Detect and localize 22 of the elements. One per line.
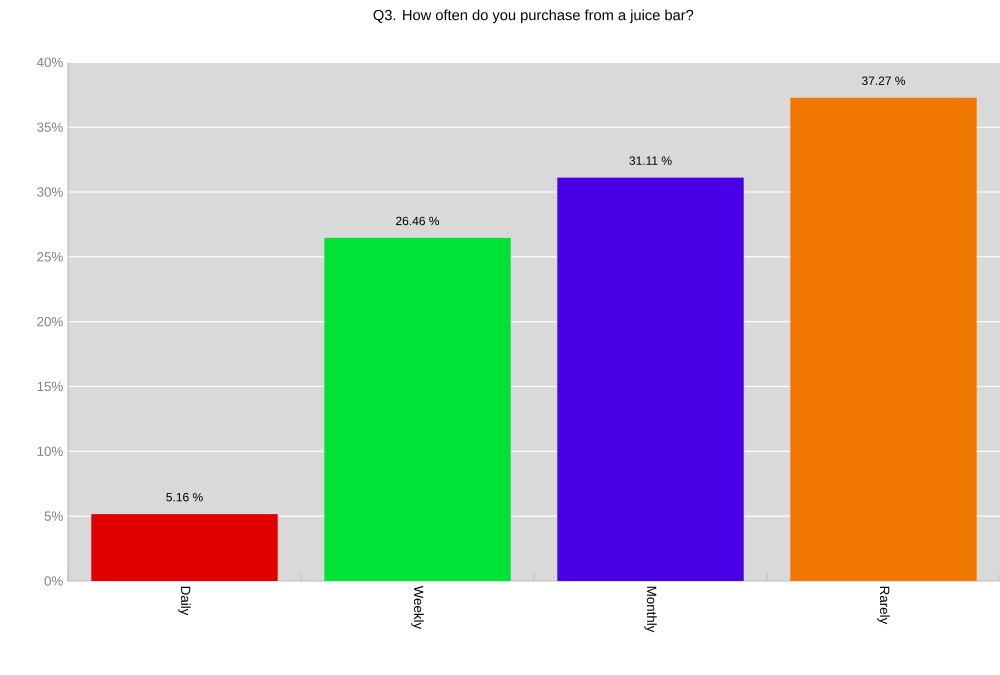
x-tick-label: Monthly: [644, 586, 657, 632]
bar: [557, 178, 744, 581]
bar: [790, 98, 977, 581]
x-tick-label: Daily: [178, 586, 191, 616]
bar: [91, 514, 278, 581]
y-tick-label: 25%: [37, 252, 63, 262]
x-tick-label: Rarely: [877, 586, 890, 624]
y-tick-label: 20%: [37, 316, 63, 326]
data-label: 5.16 %: [166, 492, 203, 502]
data-label: 31.11 %: [629, 156, 672, 165]
y-tick-label: 40%: [36, 58, 63, 68]
y-tick-label: 35%: [37, 122, 63, 132]
y-tick-label: 15%: [38, 382, 63, 392]
data-label: 26.46 %: [396, 216, 440, 226]
bar: [324, 238, 511, 581]
y-tick-label: 30%: [37, 187, 63, 197]
y-tick-label: 10%: [38, 446, 63, 456]
y-tick-label: 0%: [44, 576, 63, 586]
y-tick-label: 5%: [44, 511, 63, 521]
chart-title: Q3. How often do you purchase from a juice bar?: [374, 9, 694, 24]
data-label: 37.27 %: [862, 76, 906, 86]
x-tick-label: Weekly: [411, 586, 424, 630]
